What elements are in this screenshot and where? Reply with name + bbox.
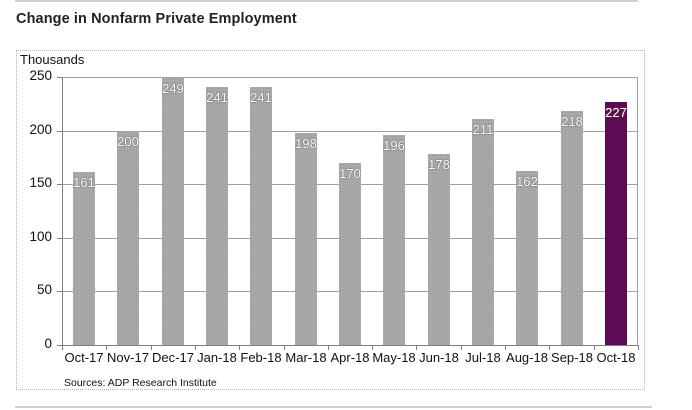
- source-note: Sources: ADP Research Institute: [64, 377, 217, 389]
- x-tick: [549, 345, 550, 350]
- bar-nov-17: [117, 131, 139, 345]
- x-tick-label: Aug-18: [506, 350, 548, 365]
- x-tick: [505, 345, 506, 350]
- data-label: 200: [117, 134, 139, 149]
- x-tick: [151, 345, 152, 350]
- y-tick-label: 100: [29, 229, 52, 244]
- x-tick-label: Oct-17: [64, 350, 104, 365]
- x-tick: [62, 345, 63, 350]
- x-tick: [461, 345, 462, 350]
- x-tick-label: Jan-18: [197, 350, 237, 365]
- x-tick: [106, 345, 107, 350]
- gridline: [62, 77, 638, 78]
- x-tick: [594, 345, 595, 350]
- chart-title: Change in Nonfarm Private Employment: [16, 11, 297, 27]
- y-tick: [57, 77, 62, 78]
- bar-jun-18: [428, 154, 450, 345]
- bar-may-18: [383, 135, 405, 345]
- x-tick: [284, 345, 285, 350]
- x-tick-label: Jul-18: [465, 350, 501, 365]
- bar-oct-17: [73, 172, 95, 345]
- y-tick: [57, 184, 62, 185]
- data-label: 198: [295, 136, 317, 151]
- bar-sep-18: [561, 111, 583, 345]
- data-label: 170: [339, 166, 361, 181]
- bar-mar-18: [295, 133, 317, 345]
- x-tick-label: May-18: [372, 350, 416, 365]
- y-tick-label: 150: [29, 175, 52, 190]
- x-tick-label: Nov-17: [107, 350, 149, 365]
- top-divider: [15, 0, 638, 2]
- bar-oct-18: [605, 102, 627, 345]
- data-label: 161: [73, 175, 95, 190]
- x-tick: [239, 345, 240, 350]
- x-axis: [62, 345, 639, 346]
- data-label: 249: [162, 81, 184, 96]
- y-tick: [57, 131, 62, 132]
- bottom-divider: [15, 406, 652, 408]
- y-axis-label: Thousands: [20, 52, 85, 67]
- y-tick-label: 250: [29, 68, 52, 83]
- y-tick: [57, 238, 62, 239]
- data-label: 178: [428, 157, 450, 172]
- data-label: 196: [383, 138, 405, 153]
- bar-jan-18: [206, 87, 228, 345]
- bar-feb-18: [250, 87, 272, 345]
- y-tick: [57, 291, 62, 292]
- x-tick-label: Sep-18: [551, 350, 593, 365]
- data-label: 162: [516, 174, 538, 189]
- data-label: 241: [206, 90, 228, 105]
- data-label: 218: [561, 114, 583, 129]
- y-tick-label: 200: [29, 122, 52, 137]
- data-label: 227: [605, 105, 627, 120]
- y-axis: [62, 77, 63, 345]
- bar-jul-18: [472, 119, 494, 345]
- data-label: 211: [472, 122, 494, 137]
- bar-aug-18: [516, 171, 538, 345]
- x-tick: [328, 345, 329, 350]
- x-tick-label: Oct-18: [596, 350, 636, 365]
- x-tick: [638, 345, 639, 350]
- x-tick-label: Feb-18: [240, 350, 282, 365]
- x-tick-label: Dec-17: [152, 350, 194, 365]
- x-tick-label: Apr-18: [330, 350, 370, 365]
- bar-dec-17: [162, 78, 184, 345]
- gridline: [62, 131, 638, 132]
- x-tick-label: Mar-18: [285, 350, 327, 365]
- x-tick: [372, 345, 373, 350]
- y-tick: [57, 345, 62, 346]
- bar-apr-18: [339, 163, 361, 345]
- x-tick-label: Jun-18: [419, 350, 459, 365]
- y-tick-label: 0: [44, 336, 52, 351]
- x-tick: [195, 345, 196, 350]
- chart-container: [16, 50, 645, 390]
- data-label: 241: [250, 90, 272, 105]
- y-tick-label: 50: [36, 282, 52, 297]
- x-tick: [416, 345, 417, 350]
